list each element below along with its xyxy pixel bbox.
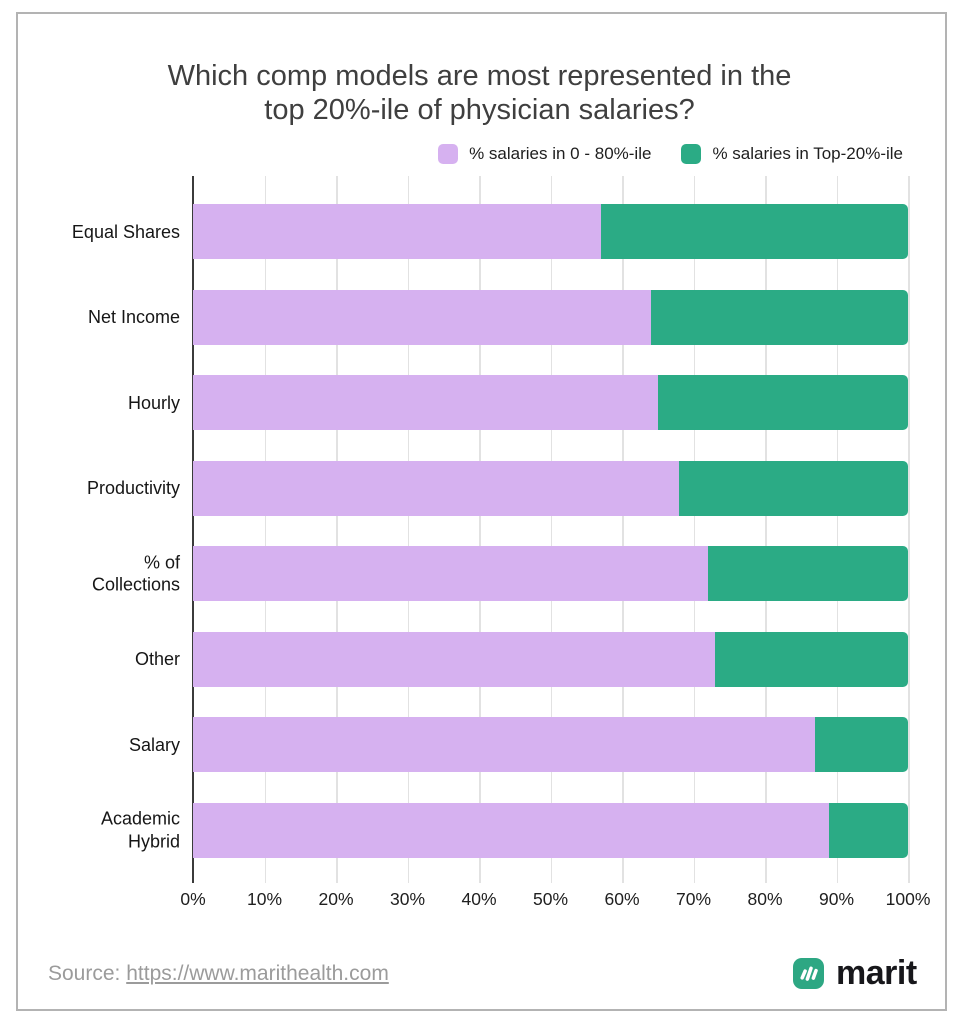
category-label: Net Income [87,306,180,327]
category-label: Academic Hybrid [100,808,180,852]
bar-segment-0-80 [193,289,651,345]
gridline [908,176,910,883]
plot-area: Equal Shares Net Income Hourly Productivity… [72,176,910,883]
source-prefix: Source: [48,962,127,985]
bar-segment-0-80 [193,631,715,687]
source-text: Source: https://www.marithealth.com [48,962,389,986]
bar-row: Other [135,631,908,687]
bar-segment-top-20 [815,717,908,773]
legend-label-0-80: % salaries in 0 - 80%-ile [469,144,652,163]
x-tick-label: 60% [604,889,640,909]
bar-segment-0-80 [193,460,680,516]
chart-title-line-1: Which comp models are most represented i… [167,60,792,92]
y-axis-line [192,176,194,883]
category-label: Salary [128,734,180,755]
bar-segment-top-20 [679,460,908,516]
legend-item-0-80: % salaries in 0 - 80%-ile [438,144,651,164]
marit-logo-text: marit [836,954,917,992]
gridline [264,176,266,883]
x-tick-label: 40% [461,889,497,909]
gridline [336,176,338,883]
bar-row: % of Collections [92,546,908,602]
bar-segment-0-80 [193,375,658,431]
gridline [479,176,481,883]
legend-swatch-purple-icon [438,144,459,164]
category-label: Other [134,649,180,670]
bar-segment-top-20 [600,204,908,259]
chart-title-line-2: top 20%-ile of physician salaries? [264,93,695,126]
legend: % salaries in 0 - 80%-ile % salaries in … [438,144,903,164]
marit-logo: marit [793,954,917,993]
bar-segment-0-80 [193,802,830,858]
bar-segment-top-20 [650,289,908,345]
bar-segment-0-80 [193,546,708,602]
bar-segment-top-20 [829,802,908,858]
gridline [622,176,624,883]
x-tick-label: 20% [318,889,354,909]
bar-row: Salary [129,717,908,773]
bar-segment-top-20 [714,631,908,687]
x-tick-label: 70% [675,889,712,909]
bar-row: Hourly [128,375,908,431]
marit-logo-icon [793,958,824,989]
bar-row: Academic Hybrid [101,802,908,858]
legend-swatch-green-icon [681,144,702,164]
x-tick-label: 0% [180,889,206,909]
x-tick-label: 100% [885,889,931,909]
chart-title: Which comp models are most represented i… [0,60,959,127]
bar-segment-top-20 [707,546,908,602]
x-tick-label: 90% [818,889,855,909]
gridline [550,176,552,883]
bar-segment-0-80 [193,204,601,259]
bar-row: Net Income [88,289,908,345]
gridline [693,176,695,883]
x-axis: 0% 10% 20% 30% 40% 50% 60% 70% 80% 90% 100% [180,889,930,913]
gridline [836,176,838,883]
bar-row: Productivity [87,460,908,516]
x-tick-label: 50% [532,889,569,909]
bar-segment-0-80 [193,717,816,773]
x-tick-label: 10% [246,889,283,909]
gridline [765,176,767,883]
legend-label-top-20: % salaries in Top-20%-ile [712,144,903,163]
x-tick-label: 30% [389,889,426,909]
category-label: Hourly [127,392,180,413]
legend-item-top-20: % salaries in Top-20%-ile [681,144,903,164]
bar-segment-top-20 [657,375,908,431]
source-link[interactable]: https://www.marithealth.com [126,962,389,985]
category-label: Equal Shares [71,221,180,242]
x-tick-label: 80% [747,889,783,909]
category-label: % of Collections [91,552,180,595]
gridline [407,176,409,883]
category-label: Productivity [86,477,180,498]
bar-row: Equal Shares [72,204,908,259]
bar-rows: Equal Shares Net Income Hourly Productivity… [72,176,908,883]
